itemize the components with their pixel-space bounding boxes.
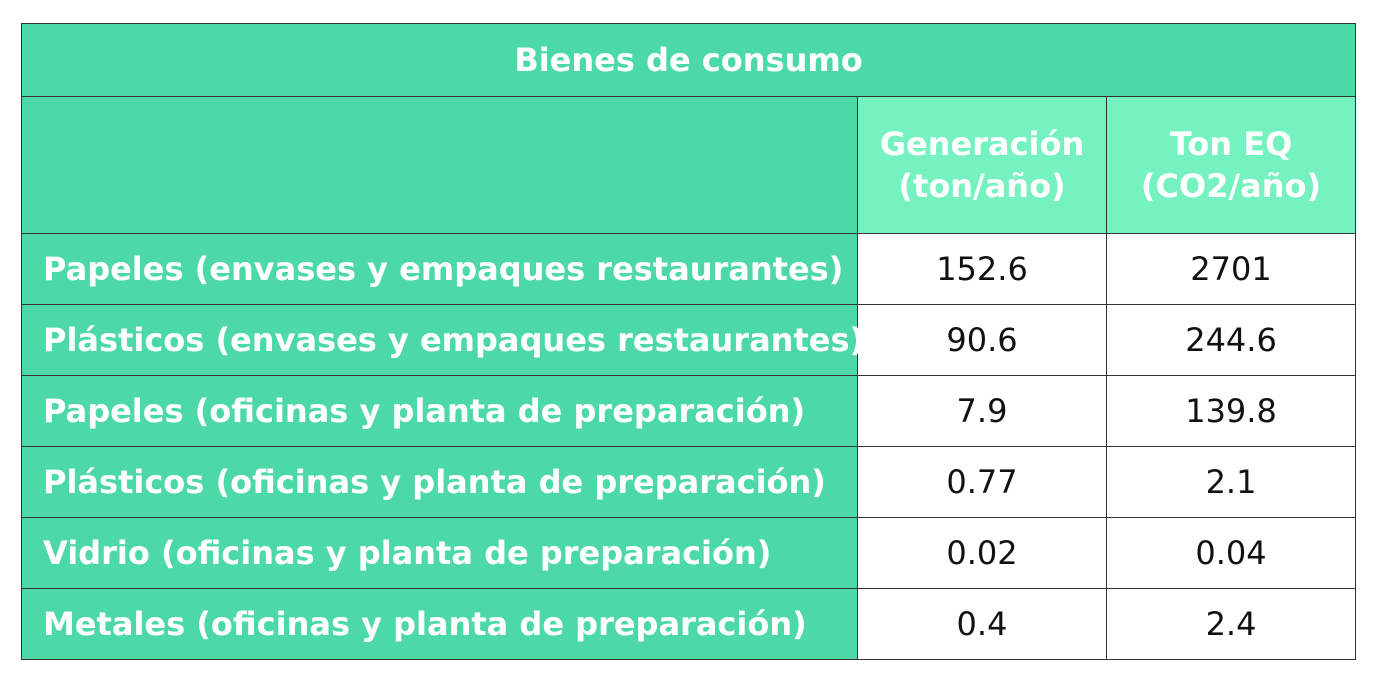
table-row: Papeles (oficinas y planta de preparació…	[21, 375, 1357, 447]
generation-value: 0.02	[857, 517, 1107, 589]
ton-eq-value: 139.8	[1105, 375, 1357, 447]
row-label: Plásticos (envases y empaques restaurant…	[21, 304, 864, 376]
column-header-ton-eq-line1: Ton EQ	[1169, 125, 1293, 163]
row-label: Plásticos (oficinas y planta de preparac…	[21, 446, 858, 518]
row-label: Papeles (envases y empaques restaurantes…	[21, 233, 858, 305]
row-label: Papeles (oficinas y planta de preparació…	[21, 375, 858, 447]
column-header-ton-eq-line2: (CO2/año)	[1140, 167, 1322, 205]
generation-value: 152.6	[857, 233, 1107, 305]
table-title-row: Bienes de consumo	[20, 23, 1357, 97]
ton-eq-value: 0.04	[1105, 517, 1357, 589]
column-header-generation: Generación (ton/año)	[857, 96, 1107, 234]
ton-eq-value: 2701	[1105, 233, 1357, 305]
column-header-ton-eq: Ton EQ (CO2/año)	[1105, 96, 1357, 234]
column-header-generation-line2: (ton/año)	[898, 167, 1066, 205]
generation-value: 0.4	[857, 588, 1107, 660]
ton-eq-value: 2.4	[1105, 588, 1357, 660]
generation-value: 90.6	[857, 304, 1107, 376]
table-row: Metales (oficinas y planta de preparació…	[21, 588, 1357, 660]
ton-eq-value: 2.1	[1105, 446, 1357, 518]
table-row: Papeles (envases y empaques restaurantes…	[21, 233, 1357, 305]
table-row: Vidrio (oficinas y planta de preparación…	[21, 517, 1357, 589]
column-header-generation-line1: Generación	[879, 125, 1085, 163]
consumer-goods-table: Bienes de consumo Generación (ton/año) T…	[20, 23, 1357, 660]
consumer-goods-table-container: Bienes de consumo Generación (ton/año) T…	[20, 23, 1357, 660]
table-row: Plásticos (oficinas y planta de preparac…	[21, 446, 1357, 518]
row-label: Metales (oficinas y planta de preparació…	[21, 588, 858, 660]
table-row: Plásticos (envases y empaques restaurant…	[21, 304, 1357, 376]
header-blank-cell	[21, 96, 858, 234]
ton-eq-value: 244.6	[1105, 304, 1357, 376]
generation-value: 0.77	[857, 446, 1107, 518]
row-label: Vidrio (oficinas y planta de preparación…	[21, 517, 858, 589]
table-title: Bienes de consumo	[20, 23, 1357, 97]
table-header-row: Generación (ton/año) Ton EQ (CO2/año)	[21, 96, 1357, 234]
generation-value: 7.9	[857, 375, 1107, 447]
